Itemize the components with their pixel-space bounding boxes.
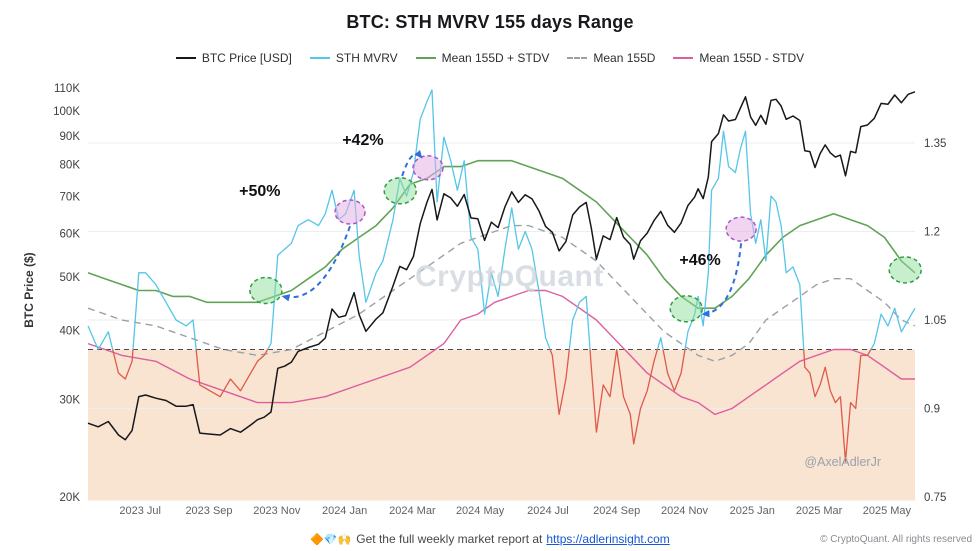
green-signal-circle — [888, 256, 922, 284]
svg-text:40K: 40K — [60, 326, 81, 338]
signal-circles-green — [249, 177, 922, 323]
svg-text:2024 Jan: 2024 Jan — [322, 505, 367, 517]
svg-text:20K: 20K — [60, 492, 81, 504]
legend-item-mean-155d[interactable]: Mean 155D — [567, 51, 655, 65]
svg-text:60K: 60K — [60, 229, 81, 241]
svg-text:2025 May: 2025 May — [863, 505, 912, 517]
footer-emoji-icons: 🔶💎🙌 — [310, 534, 352, 546]
legend-item-mean-155d-stdv[interactable]: Mean 155D - STDV — [673, 51, 804, 65]
x-axis-ticks: 2023 Jul 2023 Sep 2023 Nov 2024 Jan 2024 Mar… — [119, 505, 911, 517]
svg-text:2025 Mar: 2025 Mar — [796, 505, 843, 517]
mean-155d-line — [87, 224, 916, 362]
svg-text:0.9: 0.9 — [924, 404, 940, 416]
btc-price-line — [87, 91, 916, 441]
legend-label: Mean 155D + STDV — [441, 51, 550, 65]
legend-swatch-sth-mvrv — [309, 57, 330, 59]
underwater-shade — [88, 349, 915, 501]
svg-text:2024 Sep: 2024 Sep — [593, 505, 640, 517]
violet-target-circle — [334, 199, 366, 225]
sth-mvrv-above-threshold — [87, 89, 916, 350]
annotation-arrows — [281, 150, 743, 318]
gain-label: +50% — [239, 183, 280, 200]
legend-swatch-mean-155d — [567, 57, 588, 59]
legend-swatch-btc-price-usd — [175, 57, 196, 59]
legend: BTC Price [USD] STH MVRV Mean 155D + STDV M… — [0, 51, 980, 65]
gridlines — [88, 142, 915, 409]
author-handle: @AxelAdlerJr — [804, 455, 881, 469]
cryptoquant-watermark: CryptoQuant — [415, 260, 604, 293]
legend-item-sth-mvrv[interactable]: STH MVRV — [309, 51, 398, 65]
legend-label: STH MVRV — [335, 51, 398, 65]
series-btc-price — [87, 91, 916, 441]
svg-text:2024 Jul: 2024 Jul — [527, 505, 569, 517]
violet-target-circle — [725, 216, 757, 242]
footer-text: Get the full weekly market report at — [356, 532, 543, 546]
green-signal-circle — [383, 177, 417, 205]
svg-text:1.35: 1.35 — [924, 138, 946, 150]
target-circles-violet — [334, 155, 757, 242]
green-signal-circle — [669, 295, 703, 323]
mean-minus-stdv-line — [87, 289, 915, 416]
series-sth-mvrv — [87, 89, 916, 463]
legend-label: BTC Price [USD] — [201, 51, 292, 65]
svg-text:2024 Mar: 2024 Mar — [389, 505, 436, 517]
svg-text:50K: 50K — [60, 272, 81, 284]
gain-labels: +50% +42% +46% — [239, 132, 721, 269]
svg-text:100K: 100K — [53, 106, 80, 118]
svg-text:80K: 80K — [60, 160, 81, 172]
gain-label: +46% — [679, 252, 720, 269]
legend-item-btc-price-usd[interactable]: BTC Price [USD] — [175, 51, 292, 65]
y-axis-left-ticks: 110K 100K 90K 80K 70K 60K 50K 40K 30K 20K — [53, 83, 80, 504]
legend-item-mean-155d-stdv[interactable]: Mean 155D + STDV — [415, 51, 550, 65]
svg-text:110K: 110K — [54, 83, 80, 95]
svg-text:70K: 70K — [60, 192, 81, 204]
svg-text:2024 May: 2024 May — [456, 505, 505, 517]
gain-label: +42% — [342, 132, 383, 149]
gain-arrow — [281, 225, 351, 302]
series-mean-155d — [87, 224, 916, 362]
svg-text:2023 Sep: 2023 Sep — [185, 505, 232, 517]
violet-target-circle — [412, 155, 444, 181]
svg-text:90K: 90K — [60, 131, 81, 143]
svg-text:1.2: 1.2 — [924, 227, 940, 239]
green-signal-circle — [249, 276, 283, 305]
svg-text:2023 Nov: 2023 Nov — [253, 505, 301, 517]
sth-mvrv-below-threshold — [97, 349, 872, 463]
y-axis-right-ticks: 1.35 1.2 1.05 0.9 0.75 — [924, 138, 946, 504]
series-mean-minus-stdv — [87, 289, 915, 416]
svg-text:30K: 30K — [60, 395, 81, 407]
svg-text:1.05: 1.05 — [924, 315, 946, 327]
legend-label: Mean 155D — [593, 51, 656, 65]
copyright-text: © CryptoQuant. All rights reserved — [820, 534, 972, 545]
legend-label: Mean 155D - STDV — [699, 51, 805, 65]
footer-link[interactable]: https://adlerinsight.com — [546, 532, 670, 546]
svg-text:2025 Jan: 2025 Jan — [730, 505, 775, 517]
series-mean-plus-stdv — [87, 159, 916, 310]
gain-arrow — [401, 150, 423, 177]
legend-swatch-mean-155d-stdv — [415, 57, 436, 59]
footer: 🔶💎🙌 Get the full weekly market report at h… — [0, 532, 980, 546]
svg-text:2024 Nov: 2024 Nov — [661, 505, 709, 517]
svg-text:2023 Jul: 2023 Jul — [119, 505, 161, 517]
gain-arrow — [701, 243, 743, 318]
chart-title: BTC: STH MVRV 155 days Range — [346, 12, 634, 32]
svg-text:0.75: 0.75 — [924, 492, 946, 504]
legend-swatch-mean-155d-stdv — [673, 57, 694, 59]
mean-plus-stdv-line — [87, 159, 916, 310]
